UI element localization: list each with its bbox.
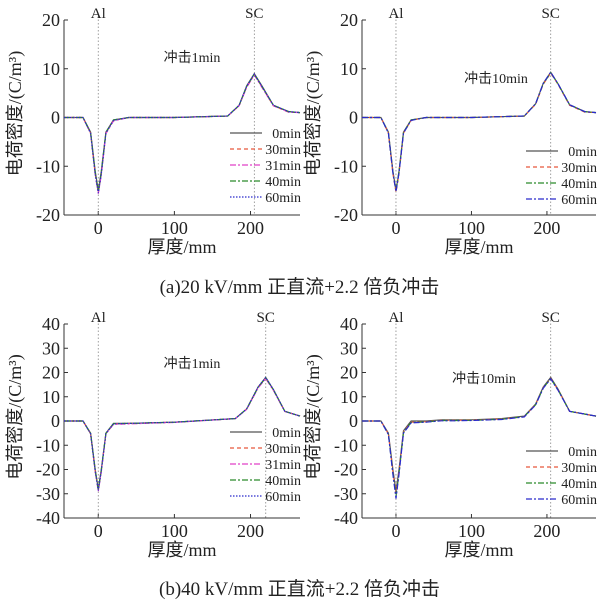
legend-label: 30min bbox=[561, 161, 597, 176]
y-tick-label: -30 bbox=[36, 484, 60, 504]
x-tick-label: 200 bbox=[237, 218, 264, 238]
y-tick-label: 20 bbox=[42, 363, 60, 383]
marker-label: Al bbox=[388, 6, 403, 22]
y-tick-label: -20 bbox=[36, 460, 60, 480]
x-axis-label: 厚度/mm bbox=[147, 540, 216, 560]
legend-label: 0min bbox=[568, 145, 597, 160]
legend-label: 0min bbox=[272, 426, 301, 441]
legend-label: 60min bbox=[265, 490, 301, 505]
x-axis-label: 厚度/mm bbox=[147, 237, 216, 257]
y-axis-label: 电荷密度/(C/m³) bbox=[5, 51, 26, 176]
legend-label: 60min bbox=[561, 193, 597, 208]
y-axis-label: 电荷密度/(C/m³) bbox=[303, 354, 324, 479]
legend-label: 60min bbox=[561, 493, 597, 508]
y-tick-label: 0 bbox=[51, 411, 60, 431]
y-tick-label: 10 bbox=[42, 59, 60, 79]
marker-label: SC bbox=[542, 310, 560, 326]
y-tick-label: -40 bbox=[36, 508, 60, 528]
x-tick-label: 100 bbox=[161, 218, 188, 238]
y-tick-label: -10 bbox=[36, 156, 60, 176]
y-tick-label: 0 bbox=[349, 411, 358, 431]
x-tick-label: 0 bbox=[94, 521, 103, 541]
legend-label: 40min bbox=[561, 477, 597, 492]
y-tick-label: 20 bbox=[340, 363, 358, 383]
y-tick-label: -20 bbox=[36, 205, 60, 225]
legend-label: 31min bbox=[265, 458, 301, 473]
y-tick-label: 10 bbox=[42, 387, 60, 407]
y-tick-label: 10 bbox=[340, 59, 358, 79]
x-tick-label: 200 bbox=[533, 218, 560, 238]
series-line bbox=[362, 71, 597, 192]
legend-label: 40min bbox=[265, 474, 301, 489]
impact-annotation: 冲击1min bbox=[164, 356, 221, 372]
impact-annotation: 冲击1min bbox=[164, 50, 221, 66]
x-tick-label: 0 bbox=[391, 218, 400, 238]
y-tick-label: -10 bbox=[36, 435, 60, 455]
marker-label: SC bbox=[257, 310, 275, 326]
legend-label: 31min bbox=[265, 159, 301, 174]
caption-b: (b)40 kV/mm 正直流+2.2 倍负冲击 bbox=[159, 579, 440, 600]
marker-label: Al bbox=[91, 6, 106, 22]
legend-label: 0min bbox=[272, 127, 301, 142]
y-tick-label: -20 bbox=[334, 460, 358, 480]
x-axis-label: 厚度/mm bbox=[444, 540, 513, 560]
legend-label: 0min bbox=[568, 445, 597, 460]
y-tick-label: 0 bbox=[349, 108, 358, 128]
marker-label: Al bbox=[388, 310, 403, 326]
y-tick-label: 20 bbox=[340, 10, 358, 30]
y-tick-label: 20 bbox=[42, 10, 60, 30]
legend-label: 40min bbox=[561, 177, 597, 192]
x-tick-label: 0 bbox=[391, 521, 400, 541]
legend-label: 30min bbox=[265, 442, 301, 457]
y-tick-label: 0 bbox=[51, 108, 60, 128]
y-tick-label: 40 bbox=[340, 314, 358, 334]
y-axis-label: 电荷密度/(C/m³) bbox=[303, 51, 324, 176]
x-tick-label: 200 bbox=[237, 521, 264, 541]
x-tick-label: 100 bbox=[458, 218, 485, 238]
marker-label: SC bbox=[245, 6, 263, 22]
series-line bbox=[362, 377, 597, 494]
y-tick-label: 10 bbox=[340, 387, 358, 407]
caption-a: (a)20 kV/mm 正直流+2.2 倍负冲击 bbox=[159, 277, 440, 298]
y-axis-label: 电荷密度/(C/m³) bbox=[5, 354, 26, 479]
legend-label: 30min bbox=[265, 143, 301, 158]
marker-label: SC bbox=[542, 6, 560, 22]
y-tick-label: 30 bbox=[340, 338, 358, 358]
y-tick-label: 40 bbox=[42, 314, 60, 334]
legend-label: 60min bbox=[265, 191, 301, 206]
y-tick-label: -40 bbox=[334, 508, 358, 528]
legend-label: 30min bbox=[561, 461, 597, 476]
impact-annotation: 冲击10min bbox=[464, 71, 528, 87]
marker-label: Al bbox=[91, 310, 106, 326]
x-tick-label: 200 bbox=[533, 521, 560, 541]
x-tick-label: 100 bbox=[161, 521, 188, 541]
series-line bbox=[64, 376, 301, 491]
x-axis-label: 厚度/mm bbox=[444, 237, 513, 257]
y-tick-label: -10 bbox=[334, 156, 358, 176]
x-tick-label: 100 bbox=[458, 521, 485, 541]
y-tick-label: 30 bbox=[42, 338, 60, 358]
impact-annotation: 冲击10min bbox=[452, 371, 516, 387]
y-tick-label: -20 bbox=[334, 205, 358, 225]
legend-label: 40min bbox=[265, 175, 301, 190]
y-tick-label: -10 bbox=[334, 435, 358, 455]
y-tick-label: -30 bbox=[334, 484, 358, 504]
x-tick-label: 0 bbox=[94, 218, 103, 238]
series-line bbox=[64, 72, 301, 194]
